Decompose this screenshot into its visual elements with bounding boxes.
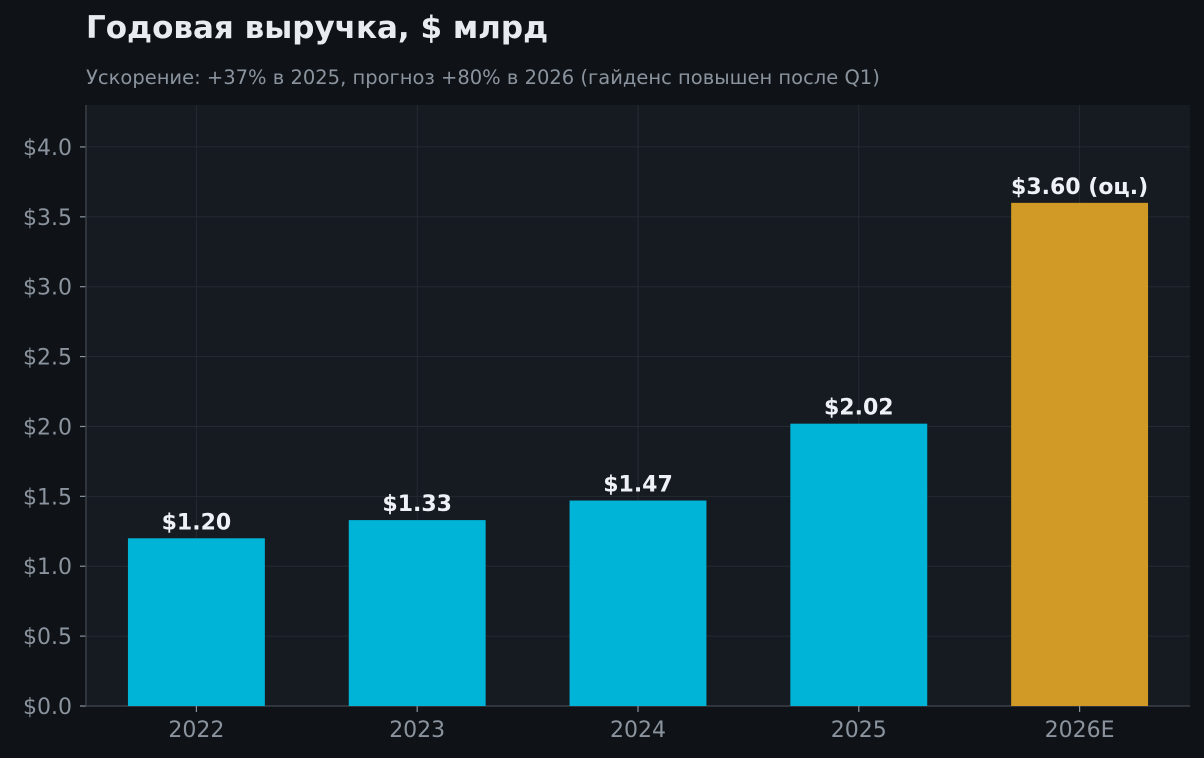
chart-subtitle: Ускорение: +37% в 2025, прогноз +80% в 2… — [86, 66, 880, 89]
data-label: $1.20 — [162, 510, 232, 535]
bar-2024 — [569, 500, 707, 706]
y-tick-label: $0.5 — [23, 625, 72, 650]
y-tick-label: $3.0 — [23, 276, 72, 301]
bar-2025 — [790, 423, 928, 706]
data-label: $1.47 — [603, 473, 673, 498]
data-label: $2.02 — [824, 396, 894, 421]
bar-2023 — [348, 520, 486, 706]
bars — [127, 202, 1149, 706]
y-tick-label: $2.0 — [23, 415, 72, 440]
x-tick-label: 2023 — [389, 718, 445, 743]
chart-title: Годовая выручка, $ млрд — [86, 10, 549, 46]
data-labels: $1.20 $1.33 $1.47 $2.02 $3.60 (оц.) — [162, 175, 1149, 535]
bar-2026E — [1011, 202, 1149, 706]
data-label: $1.33 — [382, 492, 452, 517]
y-tick-label: $2.5 — [23, 346, 72, 371]
y-tick-label: $1.0 — [23, 555, 72, 580]
y-tick-label: $3.5 — [23, 206, 72, 231]
axes: $0.0 $0.5 $1.0 $1.5 $2.0 $2.5 $3.0 $3.5 $4.0 2022… — [23, 105, 1190, 743]
x-tick-label: 2025 — [831, 718, 887, 743]
bar-2022 — [127, 538, 265, 706]
x-tick-label: 2022 — [168, 718, 224, 743]
x-tick-label: 2024 — [610, 718, 666, 743]
x-tick-label: 2026E — [1045, 718, 1115, 743]
y-tick-label: $1.5 — [23, 485, 72, 510]
y-tick-label: $4.0 — [23, 136, 72, 161]
y-tick-label: $0.0 — [23, 695, 72, 720]
data-label: $3.60 (оц.) — [1011, 175, 1148, 200]
